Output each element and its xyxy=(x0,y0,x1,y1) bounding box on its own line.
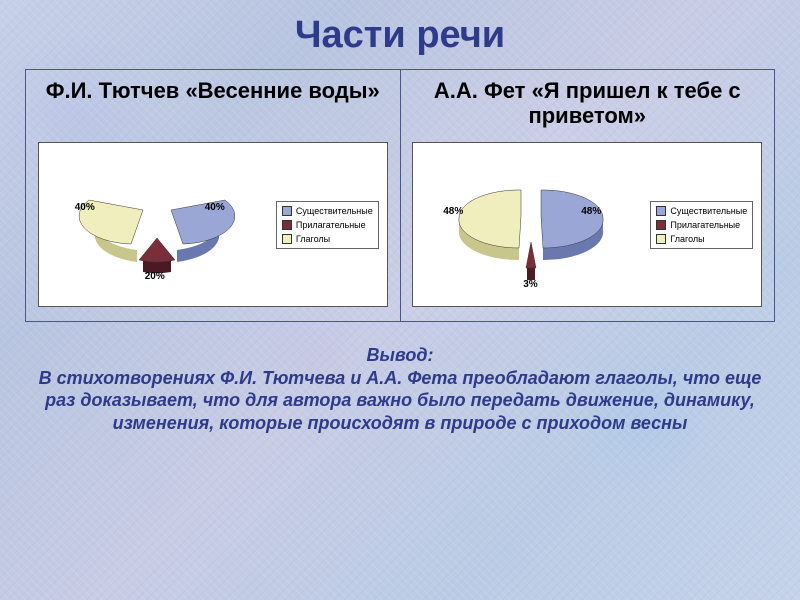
legend-label: Глаголы xyxy=(670,234,704,244)
left-panel: Ф.И. Тютчев «Весенние воды» xyxy=(26,70,401,321)
comparison-table: Ф.И. Тютчев «Весенние воды» xyxy=(25,69,775,322)
left-label-1: 20% xyxy=(145,271,165,282)
conclusion-body: В стихотворениях Ф.И. Тютчева и А.А. Фет… xyxy=(39,368,762,433)
legend-item: Глаголы xyxy=(282,234,373,244)
left-title: Ф.И. Тютчев «Весенние воды» xyxy=(32,78,394,132)
right-legend: Существительные Прилагательные Глаголы xyxy=(650,201,753,249)
legend-item: Существительные xyxy=(282,206,373,216)
swatch-icon xyxy=(656,220,666,230)
right-pie-chart: 48% 3% 48% xyxy=(421,150,641,300)
swatch-icon xyxy=(282,220,292,230)
swatch-icon xyxy=(282,234,292,244)
page-title: Части речи xyxy=(295,14,505,57)
conclusion-text: Вывод: В стихотворениях Ф.И. Тютчева и А… xyxy=(35,344,765,434)
left-chart-box: 40% 20% 40% Существительные Прилагательн… xyxy=(38,142,388,307)
right-label-2: 48% xyxy=(443,206,463,217)
left-label-2: 40% xyxy=(75,202,95,213)
conclusion-heading: Вывод: xyxy=(367,345,434,365)
swatch-icon xyxy=(656,234,666,244)
legend-item: Глаголы xyxy=(656,234,747,244)
legend-label: Прилагательные xyxy=(670,220,740,230)
left-legend: Существительные Прилагательные Глаголы xyxy=(276,201,379,249)
right-title: А.А. Фет «Я пришел к тебе с приветом» xyxy=(407,78,769,132)
legend-label: Существительные xyxy=(670,206,747,216)
right-label-1: 3% xyxy=(523,279,537,290)
legend-label: Существительные xyxy=(296,206,373,216)
swatch-icon xyxy=(282,206,292,216)
right-chart-box: 48% 3% 48% Существительные Прилагательны… xyxy=(412,142,762,307)
left-pie-chart: 40% 20% 40% xyxy=(47,150,267,300)
right-label-0: 48% xyxy=(581,206,601,217)
left-label-0: 40% xyxy=(205,202,225,213)
legend-label: Глаголы xyxy=(296,234,330,244)
legend-item: Прилагательные xyxy=(656,220,747,230)
swatch-icon xyxy=(656,206,666,216)
legend-label: Прилагательные xyxy=(296,220,366,230)
right-panel: А.А. Фет «Я пришел к тебе с приветом» xyxy=(401,70,775,321)
legend-item: Прилагательные xyxy=(282,220,373,230)
legend-item: Существительные xyxy=(656,206,747,216)
